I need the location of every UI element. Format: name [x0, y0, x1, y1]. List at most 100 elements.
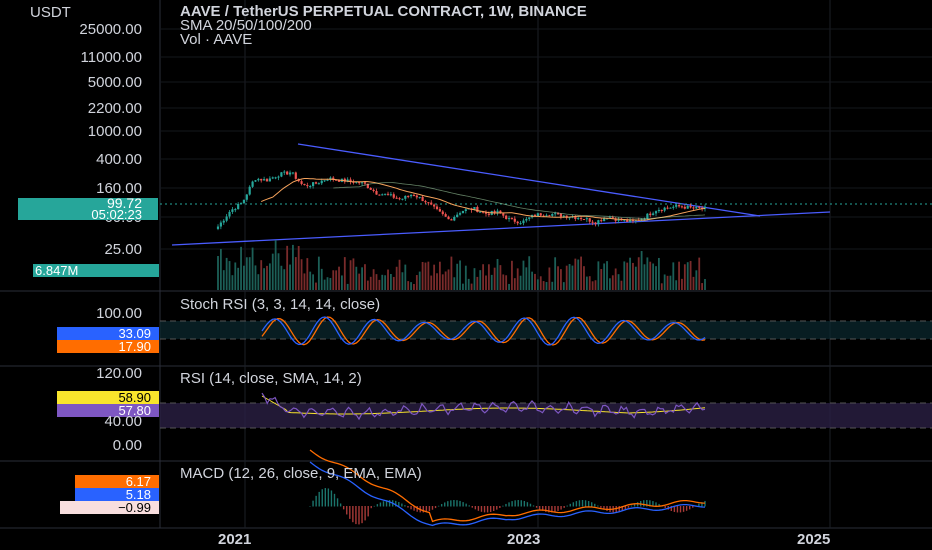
candle-body [585, 218, 588, 220]
volume-bar [444, 271, 447, 290]
volume-bar [243, 265, 245, 290]
volume-bar [268, 263, 271, 290]
macd-hist-bar [358, 506, 360, 525]
volume-bar [551, 281, 554, 290]
macd-title[interactable]: MACD (12, 26, close, 9, EMA, EMA) [180, 465, 422, 482]
volume-bar [626, 262, 629, 290]
volume-bar [271, 253, 274, 290]
volume-bar [317, 256, 320, 290]
candle-body [355, 181, 358, 183]
macd-hist-bar [431, 506, 434, 510]
candle-body [260, 178, 263, 181]
volume-bar [384, 275, 387, 290]
price-gridlines [160, 28, 932, 250]
volume-bar [222, 270, 225, 290]
volume-bar [297, 246, 300, 290]
candle-body [473, 207, 476, 210]
volume-bar [701, 283, 704, 290]
volume-bar [476, 276, 479, 290]
volume-bar [531, 271, 534, 290]
macd-hist-bar [342, 506, 345, 510]
volume-bar [609, 278, 611, 290]
macd-hist-bar [615, 506, 617, 513]
candle-body [703, 206, 707, 209]
volume-bar [666, 275, 669, 290]
volume-bar [493, 267, 496, 290]
volume-legend[interactable]: Vol · AAVE [180, 31, 253, 48]
candle-body [248, 186, 251, 195]
candle-body [646, 213, 649, 219]
candle-body [242, 199, 246, 204]
candle-body [251, 181, 254, 187]
volume-bar [470, 283, 473, 290]
volume-bar [620, 280, 623, 290]
volume-bar [248, 257, 251, 290]
stoch-band [160, 321, 932, 339]
volume-bar [704, 279, 706, 290]
volume-bar [634, 266, 637, 290]
volume-bar [378, 279, 381, 290]
volume-bar [430, 275, 433, 290]
candle-body [375, 191, 378, 195]
volume-bar [245, 257, 248, 290]
time-gridlines [244, 0, 831, 528]
candle-body [378, 194, 381, 196]
rsi-title[interactable]: RSI (14, close, SMA, 14, 2) [180, 370, 362, 387]
volume-bar [234, 262, 237, 290]
price-tick-11000: 11000.00 [80, 49, 142, 66]
current-price-badge: 99.72 05:02:23 [18, 196, 158, 222]
candle-body [280, 172, 283, 177]
candle-body [363, 182, 367, 184]
candle-body [435, 206, 439, 210]
macd-hist-bar [480, 506, 483, 512]
candle-body [643, 218, 646, 220]
macd-hist-bar [664, 506, 666, 508]
volume-bar [410, 282, 412, 290]
candle-body [597, 220, 600, 225]
stoch-rsi-title[interactable]: Stoch RSI (3, 3, 14, 14, close) [180, 296, 381, 313]
candle-body [239, 203, 243, 205]
macd-hist-bar [312, 500, 314, 507]
volume-bar [603, 263, 606, 290]
candle-body [539, 213, 542, 216]
candle-body [464, 209, 467, 211]
signal-value-tag: 5.18 [75, 488, 159, 501]
macd-hist-bar [404, 505, 406, 507]
candle-body [286, 171, 289, 175]
macd-hist-bar [624, 506, 627, 510]
candle-body [372, 189, 375, 192]
volume-bar [277, 253, 280, 290]
volume-value-tag: 6.847M [33, 264, 159, 277]
candle-body [614, 218, 617, 221]
macd-hist-bar [346, 506, 348, 515]
volume-bar [646, 257, 649, 290]
volume-bar [611, 275, 614, 290]
volume-bar [528, 256, 531, 290]
candle-body [424, 201, 427, 203]
macd-hist-bar [581, 500, 584, 507]
macd-hist-bar [437, 505, 440, 507]
volume-bar [502, 274, 505, 290]
candle-body [663, 207, 666, 211]
macd-hist-bar [554, 506, 556, 512]
candle-body [562, 215, 565, 217]
macd-hist-bar [447, 501, 449, 507]
macd-hist-bar [633, 503, 636, 507]
volume-bar [438, 261, 441, 290]
macd-hist-bar [600, 506, 602, 508]
volume-bar [681, 278, 683, 290]
volume-bar [366, 280, 369, 290]
bar-countdown: 05:02:23 [91, 207, 142, 222]
candle-body [611, 217, 614, 219]
macd-hist-bar [352, 506, 354, 523]
macd-hist-bar [333, 493, 336, 507]
macd-hist-bar [572, 502, 575, 507]
macd-hist-bar [395, 500, 397, 507]
volume-bar [482, 264, 485, 290]
sma-legend[interactable]: SMA 20/50/100/200 [180, 17, 312, 34]
candle-body [456, 214, 459, 217]
currency-label[interactable]: USDT [30, 4, 71, 21]
candle-body [234, 209, 237, 211]
candle-body [545, 215, 548, 217]
